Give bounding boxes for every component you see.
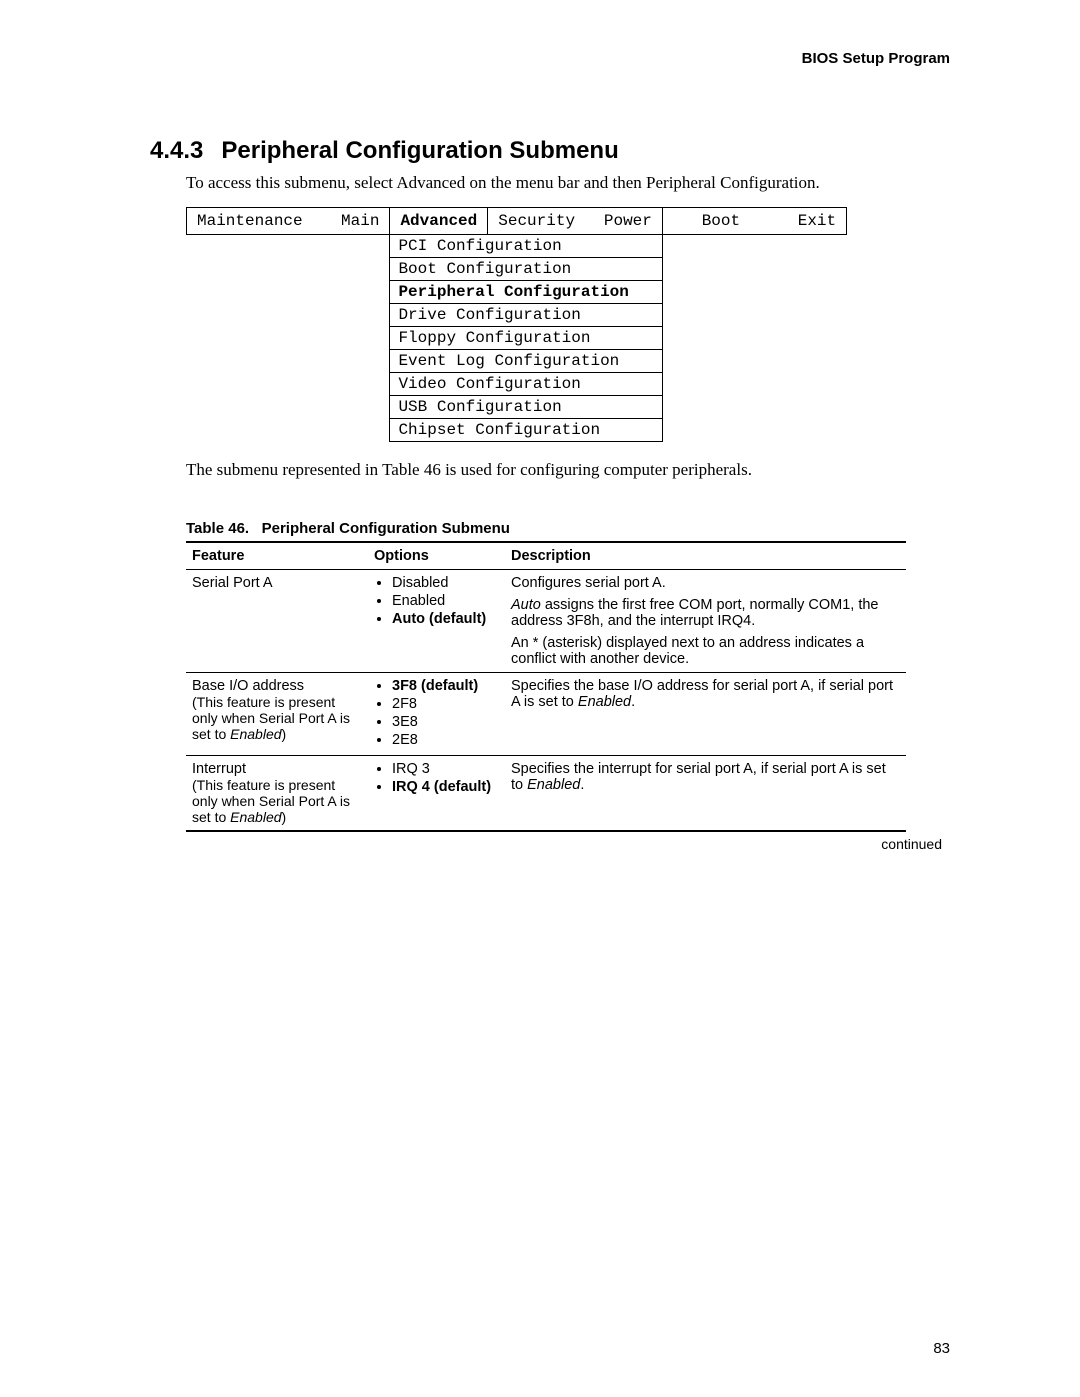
options-cell: 3F8 (default)2F83E82E8 [368,673,505,756]
page-number: 83 [933,1340,950,1357]
bios-submenu-item: Floppy Configuration [390,327,662,350]
section-heading: 4.4.3 Peripheral Configuration Submenu [150,137,950,165]
description-cell: Specifies the interrupt for serial port … [505,756,906,832]
bios-tab-advanced: Advanced [390,208,488,235]
config-table: Feature Options Description Serial Port … [186,541,906,832]
options-cell: IRQ 3IRQ 4 (default) [368,756,505,832]
description-cell: Configures serial port A.Auto assigns th… [505,570,906,673]
bios-tab-security: Security Power [488,208,663,235]
table-caption: Table 46. Peripheral Configuration Subme… [150,520,950,537]
table-number: Table 46. [186,520,249,537]
config-table-row: Interrupt(This feature is present only w… [186,756,906,832]
section-number: 4.4.3 [150,137,203,165]
col-header-options: Options [368,542,505,570]
bios-submenu-item: Chipset Configuration [390,419,662,442]
col-header-description: Description [505,542,906,570]
bios-submenu-item: USB Configuration [390,396,662,419]
section-intro: To access this submenu, select Advanced … [150,173,950,193]
bios-submenu-item: PCI Configuration [390,235,662,258]
header-right-title: BIOS Setup Program [150,50,950,67]
config-table-header-row: Feature Options Description [186,542,906,570]
bios-submenu-item: Video Configuration [390,373,662,396]
bios-submenu-item: Boot Configuration [390,258,662,281]
config-table-row: Base I/O address(This feature is present… [186,673,906,756]
feature-cell: Base I/O address(This feature is present… [186,673,368,756]
col-header-feature: Feature [186,542,368,570]
section-title-text: Peripheral Configuration Submenu [221,137,618,164]
continued-label: continued [186,836,942,852]
bios-tab-maintenance: Maintenance Main [187,208,390,235]
options-cell: DisabledEnabledAuto (default) [368,570,505,673]
config-table-row: Serial Port ADisabledEnabledAuto (defaul… [186,570,906,673]
after-menu-text: The submenu represented in Table 46 is u… [150,460,950,480]
bios-menu-table: Maintenance Main Advanced Security Power… [186,207,847,442]
bios-submenu-item-active: Peripheral Configuration [390,281,662,304]
feature-cell: Interrupt(This feature is present only w… [186,756,368,832]
bios-tab-row: Maintenance Main Advanced Security Power… [187,208,847,235]
bios-tab-boot-exit: Boot Exit [662,208,846,235]
description-cell: Specifies the base I/O address for seria… [505,673,906,756]
bios-submenu-item: Drive Configuration [390,304,662,327]
bios-submenu-item: Event Log Configuration [390,350,662,373]
feature-cell: Serial Port A [186,570,368,673]
table-title: Peripheral Configuration Submenu [262,520,510,537]
